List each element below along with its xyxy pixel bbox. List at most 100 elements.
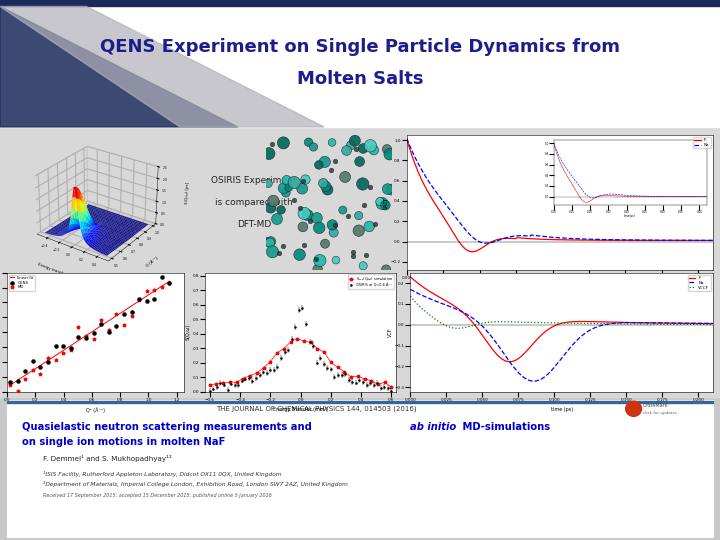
Point: [310, 254, 322, 263]
Point: [273, 249, 284, 258]
Text: CrossMark: CrossMark: [643, 403, 669, 408]
S$_{self}$(Q,ω) simulation: [219, 380, 228, 386]
S$_{self}$(Q,ω) simulation: [205, 381, 214, 388]
Point: [346, 141, 357, 150]
Line: VCCF: VCCF: [410, 296, 713, 328]
Y-axis label: Q [Å⁻¹]: Q [Å⁻¹]: [145, 257, 158, 269]
VCCF: [708, 321, 717, 328]
Point: [379, 201, 391, 210]
MD: [133, 295, 145, 304]
Na: [439, 199, 448, 205]
MD: [27, 365, 39, 374]
linear fit: [127, 303, 136, 309]
Point: [302, 211, 313, 220]
F: [595, 237, 604, 244]
linear fit: [66, 342, 75, 349]
Point: [349, 137, 361, 145]
S$_{self}$(Q,ω) simulation: [246, 373, 254, 379]
S$_{self}$(Q,ω) simulation: [286, 339, 294, 345]
MD: [12, 387, 23, 395]
Point: [278, 139, 289, 147]
F: [503, 235, 512, 241]
Point: [268, 197, 279, 205]
Na: [626, 320, 635, 326]
Point: [339, 173, 351, 181]
Point: [360, 251, 372, 259]
F: [505, 359, 514, 365]
Point: [322, 185, 333, 194]
Text: ab initio: ab initio: [410, 422, 456, 431]
Point: [288, 195, 300, 204]
VCCF: [505, 319, 514, 325]
Point: [289, 178, 300, 187]
X-axis label: Energy transfer [meV]: Energy transfer [meV]: [37, 262, 79, 281]
Point: [281, 176, 292, 185]
F: [626, 319, 635, 326]
QENS: [73, 333, 84, 342]
S$_{self}$(Q,ω) simulation: [259, 364, 268, 371]
Y-axis label: VACF: VACF: [384, 196, 390, 209]
Text: QENS Experiment on Single Particle Dynamics from: QENS Experiment on Single Particle Dynam…: [100, 38, 620, 56]
Na: [482, 240, 491, 246]
QENS: [111, 322, 122, 330]
Na: [530, 378, 539, 384]
Point: [313, 160, 325, 169]
MD: [163, 279, 175, 288]
Na: [708, 237, 717, 244]
F: [402, 136, 411, 143]
S$_{self}$(Q,ω) simulation: [374, 381, 382, 388]
MD: [126, 312, 138, 320]
Point: [353, 226, 364, 235]
Point: [280, 188, 292, 197]
S$_{self}$(Q,ω) simulation: [367, 377, 376, 384]
QENS: [50, 342, 61, 350]
QENS: [156, 273, 168, 282]
Point: [374, 197, 386, 206]
Legend: F, Na, VCCF: F, Na, VCCF: [688, 275, 711, 291]
Point: [263, 179, 274, 188]
Ellipse shape: [626, 401, 642, 416]
linear fit: [143, 293, 151, 299]
Point: [297, 184, 308, 193]
Line: Na: Na: [407, 139, 713, 243]
linear fit: [158, 283, 166, 289]
Text: OSIRIS Experiment: OSIRIS Experiment: [211, 177, 297, 185]
Legend: linear fit, QENS, MD: linear fit, QENS, MD: [9, 275, 35, 291]
S$_{self}$(Q,ω) simulation: [239, 375, 248, 382]
Point: [265, 237, 276, 246]
linear fit: [44, 357, 53, 363]
Na: [624, 237, 633, 243]
Bar: [7, 400, 713, 537]
linear fit: [81, 333, 90, 339]
linear fit: [150, 288, 158, 294]
Bar: [0, 0, 720, 6]
QENS: [65, 344, 76, 353]
MD: [103, 326, 114, 334]
S$_{self}$(Q,ω) simulation: [333, 364, 342, 370]
Polygon shape: [0, 6, 324, 127]
Text: is compared with: is compared with: [215, 198, 292, 207]
Point: [353, 211, 364, 220]
Point: [359, 200, 370, 209]
Point: [264, 149, 275, 158]
linear fit: [29, 367, 37, 374]
S$_{self}$(Q,ω) simulation: [380, 379, 389, 386]
Point: [304, 217, 315, 225]
Text: click for updates: click for updates: [643, 411, 677, 415]
Bar: [7, 401, 713, 403]
linear fit: [135, 298, 143, 304]
Bar: [0, 127, 720, 397]
VCCF: [406, 293, 415, 299]
Point: [320, 182, 331, 191]
S$_{self}$(Q,ω) simulation: [300, 338, 308, 345]
Point: [318, 179, 329, 187]
Na: [443, 302, 451, 308]
QENS: [141, 297, 153, 306]
Point: [377, 199, 388, 208]
MD: [65, 346, 76, 354]
MD: [80, 332, 91, 340]
S$_{self}$(Q,ω) simulation: [320, 349, 328, 355]
linear fit: [74, 338, 83, 344]
MD: [118, 321, 130, 330]
Point: [328, 228, 339, 237]
